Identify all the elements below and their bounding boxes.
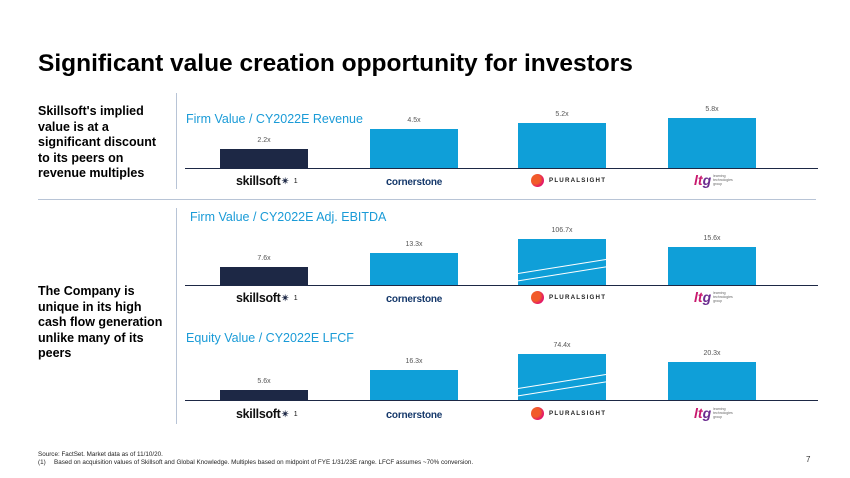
data-label: 74.4x	[553, 342, 571, 349]
data-label: 7.6x	[257, 255, 271, 262]
left-callout-revenue: Skillsoft's implied value is at a signif…	[38, 104, 157, 180]
pluralsight-wordmark: PLURALSIGHT	[549, 410, 607, 417]
chart-bar	[518, 123, 606, 168]
data-label: 5.6x	[257, 378, 271, 385]
chart-bar	[370, 370, 458, 400]
cornerstone-c-icon: c	[386, 176, 392, 188]
chart-bar	[370, 253, 458, 285]
cornerstone-logo: c ornerstone	[386, 176, 442, 188]
footnote-marker-1: 1	[293, 294, 298, 302]
data-label: 5.2x	[555, 111, 569, 118]
vertical-divider-top	[176, 93, 177, 189]
ltg-wordmark-lt: lt	[694, 405, 703, 421]
ltg-wordmark-g: g	[702, 289, 712, 305]
pluralsight-wordmark: PLURALSIGHT	[549, 177, 607, 184]
ltg-subtitle: learning technologies group	[713, 174, 733, 186]
chart-bar	[668, 247, 756, 285]
pluralsight-play-icon	[531, 174, 544, 187]
footnote-1: Based on acquisition values of Skillsoft…	[54, 459, 474, 466]
chart-bar	[370, 129, 458, 168]
chart-bar	[668, 118, 756, 168]
pluralsight-wordmark: PLURALSIGHT	[549, 294, 607, 301]
data-label: 2.2x	[257, 137, 271, 144]
vertical-divider-bottom	[176, 208, 177, 424]
ltg-logo: lt g learning technologies group	[694, 172, 735, 188]
axis-break-icon	[518, 374, 606, 397]
footnote-marker: (1)	[38, 459, 46, 466]
chart-title: Equity Value / CY2022E LFCF	[186, 331, 354, 345]
axis-break-icon	[518, 259, 606, 282]
left-callout-cashflow: The Company is unique in its high cash f…	[38, 284, 163, 360]
data-label: 20.3x	[703, 350, 721, 357]
chart-baseline	[185, 400, 818, 401]
ltg-wordmark-g: g	[702, 405, 712, 421]
chart-bar	[220, 390, 308, 400]
skillsoft-logo: skillsoft ✴ 1	[236, 407, 298, 421]
footnote-marker-1: 1	[293, 410, 298, 418]
skillsoft-star-icon: ✴	[281, 175, 290, 186]
ltg-subtitle: learning technologies group	[713, 407, 733, 419]
cornerstone-c-icon: c	[386, 293, 392, 305]
ltg-subtitle: learning technologies group	[713, 291, 733, 303]
data-label: 15.6x	[703, 235, 721, 242]
data-label: 106.7x	[551, 227, 573, 234]
skillsoft-star-icon: ✴	[281, 292, 290, 303]
cornerstone-wordmark: ornerstone	[391, 293, 443, 305]
skillsoft-star-icon: ✴	[281, 408, 290, 419]
ltg-logo: lt g learning technologies group	[694, 405, 735, 421]
chart-title: Firm Value / CY2022E Revenue	[186, 112, 363, 126]
chart-baseline	[185, 168, 818, 169]
skillsoft-logo: skillsoft ✴ 1	[236, 174, 298, 188]
ltg-wordmark-lt: lt	[694, 289, 703, 305]
cornerstone-wordmark: ornerstone	[391, 176, 443, 188]
ltg-wordmark-g: g	[702, 172, 712, 188]
chart-baseline	[185, 285, 818, 286]
pluralsight-play-icon	[531, 291, 544, 304]
data-label: 13.3x	[405, 241, 423, 248]
chart-title: Firm Value / CY2022E Adj. EBITDA	[190, 210, 387, 224]
footnote-source: Source: FactSet. Market data as of 11/10…	[38, 451, 163, 458]
chart-bar	[518, 354, 606, 400]
skillsoft-wordmark: skillsoft	[236, 407, 281, 421]
skillsoft-logo: skillsoft ✴ 1	[236, 291, 298, 305]
chart-bar	[668, 362, 756, 400]
horizontal-divider	[38, 199, 816, 200]
ltg-logo: lt g learning technologies group	[694, 289, 735, 305]
skillsoft-wordmark: skillsoft	[236, 291, 281, 305]
chart-bar	[220, 149, 308, 168]
cornerstone-logo: c ornerstone	[386, 409, 442, 421]
data-label: 5.8x	[705, 106, 719, 113]
page-title: Significant value creation opportunity f…	[38, 50, 633, 77]
ltg-wordmark-lt: lt	[694, 172, 703, 188]
pluralsight-logo: PLURALSIGHT	[531, 174, 606, 187]
data-label: 16.3x	[405, 358, 423, 365]
page-number: 7	[806, 455, 811, 464]
cornerstone-logo: c ornerstone	[386, 293, 442, 305]
pluralsight-play-icon	[531, 407, 544, 420]
chart-bar	[518, 239, 606, 285]
skillsoft-wordmark: skillsoft	[236, 174, 281, 188]
pluralsight-logo: PLURALSIGHT	[531, 291, 606, 304]
cornerstone-c-icon: c	[386, 409, 392, 421]
chart-bar	[220, 267, 308, 285]
data-label: 4.5x	[407, 117, 421, 124]
pluralsight-logo: PLURALSIGHT	[531, 407, 606, 420]
footnote-marker-1: 1	[293, 177, 298, 185]
cornerstone-wordmark: ornerstone	[391, 409, 443, 421]
